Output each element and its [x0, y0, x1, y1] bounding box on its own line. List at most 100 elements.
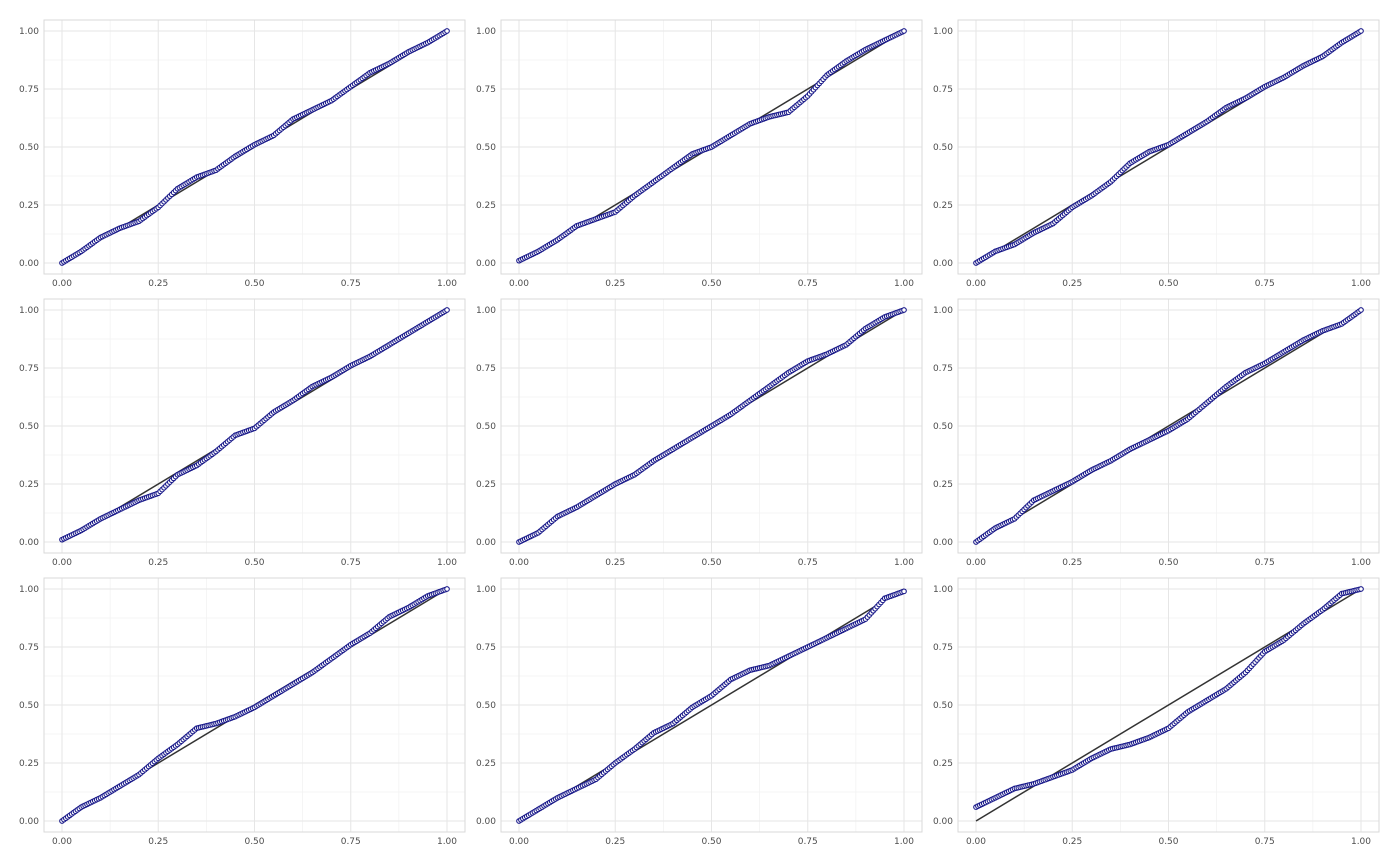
- y-tick-label: 0.75: [933, 85, 953, 95]
- qq-panel-9: 0.00 0.25 0.50 0.75 1.00 0.00 0.25 0.50 0.75 1.00: [914, 577, 1380, 856]
- y-tick-label: 0.50: [476, 701, 496, 711]
- data-point: [1358, 586, 1364, 592]
- x-tick-label: 0.50: [244, 558, 264, 568]
- plot-area: 0.00 0.25 0.50 0.75 1.00 0.00 0.25 0.50 0.75 1.00: [476, 298, 923, 568]
- qq-chart-3: 0.00 0.25 0.50 0.75 1.00 0.00 0.25 0.50 0.75 1.00: [933, 19, 1380, 289]
- data-points: [59, 586, 450, 824]
- qq-chart-5: 0.00 0.25 0.50 0.75 1.00 0.00 0.25 0.50 0.75 1.00: [476, 298, 923, 568]
- y-tick-label: 0.25: [476, 480, 496, 490]
- x-tick-label: 1.00: [437, 837, 457, 847]
- x-tick-label: 0.00: [966, 279, 986, 289]
- qq-chart-4: 0.00 0.25 0.50 0.75 1.00 0.00 0.25 0.50 0.75 1.00: [19, 298, 466, 568]
- x-tick-label: 0.00: [509, 558, 529, 568]
- x-tick-label: 1.00: [437, 558, 457, 568]
- qq-chart-2: 0.00 0.25 0.50 0.75 1.00 0.00 0.25 0.50 0.75 1.00: [476, 19, 923, 289]
- data-point: [901, 307, 907, 313]
- x-tick-label: 0.75: [341, 837, 361, 847]
- y-tick-label: 0.00: [476, 259, 496, 269]
- plot-area: 0.00 0.25 0.50 0.75 1.00 0.00 0.25 0.50 0.75 1.00: [933, 298, 1380, 568]
- qq-chart-9: 0.00 0.25 0.50 0.75 1.00 0.00 0.25 0.50 0.75 1.00: [933, 577, 1380, 847]
- y-tick-label: 0.25: [933, 759, 953, 769]
- y-tick-label: 0.00: [933, 259, 953, 269]
- plot-area: 0.00 0.25 0.50 0.75 1.00 0.00 0.25 0.50 0.75 1.00: [476, 19, 923, 289]
- plot-area: 0.00 0.25 0.50 0.75 1.00 0.00 0.25 0.50 0.75 1.00: [19, 577, 466, 847]
- y-tick-label: 0.00: [19, 538, 39, 548]
- plot-area: 0.00 0.25 0.50 0.75 1.00 0.00 0.25 0.50 0.75 1.00: [933, 19, 1380, 289]
- y-tick-label: 0.00: [19, 259, 39, 269]
- y-tick-label: 1.00: [476, 306, 496, 316]
- y-tick-label: 0.75: [19, 364, 39, 374]
- x-tick-label: 0.00: [52, 558, 72, 568]
- y-tick-label: 1.00: [933, 585, 953, 595]
- y-tick-label: 0.75: [476, 85, 496, 95]
- data-point: [1358, 28, 1364, 34]
- data-points: [973, 307, 1364, 545]
- y-tick-label: 1.00: [19, 585, 39, 595]
- plot-area: 0.00 0.25 0.50 0.75 1.00 0.00 0.25 0.50 0.75 1.00: [476, 577, 923, 847]
- qq-panel-7: 0.00 0.25 0.50 0.75 1.00 0.00 0.25 0.50 0.75 1.00: [0, 577, 466, 856]
- x-tick-label: 0.75: [1255, 837, 1275, 847]
- data-point: [1358, 307, 1364, 313]
- y-tick-label: 0.75: [476, 643, 496, 653]
- x-tick-label: 1.00: [894, 837, 914, 847]
- x-tick-label: 0.25: [148, 558, 168, 568]
- y-tick-label: 0.00: [476, 538, 496, 548]
- qq-chart-7: 0.00 0.25 0.50 0.75 1.00 0.00 0.25 0.50 0.75 1.00: [19, 577, 466, 847]
- x-tick-label: 0.50: [244, 279, 264, 289]
- qq-panel-8: 0.00 0.25 0.50 0.75 1.00 0.00 0.25 0.50 0.75 1.00: [457, 577, 923, 856]
- qq-panel-3: 0.00 0.25 0.50 0.75 1.00 0.00 0.25 0.50 0.75 1.00: [914, 19, 1380, 298]
- y-tick-label: 1.00: [933, 306, 953, 316]
- data-point: [444, 586, 450, 592]
- x-tick-label: 0.75: [1255, 279, 1275, 289]
- data-point: [444, 28, 450, 34]
- y-tick-label: 0.25: [19, 480, 39, 490]
- x-tick-label: 0.50: [701, 558, 721, 568]
- x-tick-label: 0.75: [798, 558, 818, 568]
- y-tick-label: 0.00: [19, 817, 39, 827]
- x-tick-label: 0.25: [605, 558, 625, 568]
- qq-panel-6: 0.00 0.25 0.50 0.75 1.00 0.00 0.25 0.50 0.75 1.00: [914, 298, 1380, 577]
- data-points: [516, 28, 907, 264]
- y-tick-label: 0.50: [933, 143, 953, 153]
- x-tick-label: 1.00: [894, 558, 914, 568]
- x-tick-label: 0.25: [1062, 279, 1082, 289]
- y-tick-label: 1.00: [19, 306, 39, 316]
- y-tick-label: 0.50: [19, 701, 39, 711]
- y-tick-label: 0.75: [933, 643, 953, 653]
- x-tick-label: 0.50: [701, 279, 721, 289]
- y-tick-label: 0.50: [933, 422, 953, 432]
- data-point: [901, 28, 907, 34]
- y-tick-label: 1.00: [933, 27, 953, 37]
- x-tick-label: 1.00: [894, 279, 914, 289]
- y-tick-label: 1.00: [476, 585, 496, 595]
- x-tick-label: 0.25: [605, 279, 625, 289]
- plot-area: 0.00 0.25 0.50 0.75 1.00 0.00 0.25 0.50 0.75 1.00: [933, 577, 1380, 847]
- x-tick-label: 0.00: [966, 558, 986, 568]
- y-tick-label: 0.50: [476, 143, 496, 153]
- qq-panel-2: 0.00 0.25 0.50 0.75 1.00 0.00 0.25 0.50 0.75 1.00: [457, 19, 923, 298]
- y-tick-label: 1.00: [476, 27, 496, 37]
- x-tick-label: 0.50: [1158, 837, 1178, 847]
- plot-area: 0.00 0.25 0.50 0.75 1.00 0.00 0.25 0.50 0.75 1.00: [19, 298, 466, 568]
- panel-border: [500, 577, 923, 833]
- x-tick-label: 0.75: [1255, 558, 1275, 568]
- panel-border: [957, 298, 1380, 554]
- panel-border: [957, 19, 1380, 275]
- y-tick-label: 0.25: [19, 201, 39, 211]
- panel-border: [957, 577, 1380, 833]
- y-tick-label: 0.75: [476, 364, 496, 374]
- x-tick-label: 0.00: [966, 837, 986, 847]
- y-tick-label: 0.25: [933, 201, 953, 211]
- data-points: [59, 28, 450, 266]
- x-tick-label: 0.50: [244, 837, 264, 847]
- data-points: [973, 28, 1364, 266]
- x-tick-label: 0.25: [148, 279, 168, 289]
- qq-panel-4: 0.00 0.25 0.50 0.75 1.00 0.00 0.25 0.50 0.75 1.00: [0, 298, 466, 577]
- y-tick-label: 0.25: [476, 201, 496, 211]
- plot-area: 0.00 0.25 0.50 0.75 1.00 0.00 0.25 0.50 0.75 1.00: [19, 19, 466, 289]
- x-tick-label: 1.00: [1351, 837, 1371, 847]
- y-tick-label: 0.00: [476, 817, 496, 827]
- y-tick-label: 0.75: [19, 643, 39, 653]
- x-tick-label: 0.00: [52, 837, 72, 847]
- x-tick-label: 0.00: [509, 279, 529, 289]
